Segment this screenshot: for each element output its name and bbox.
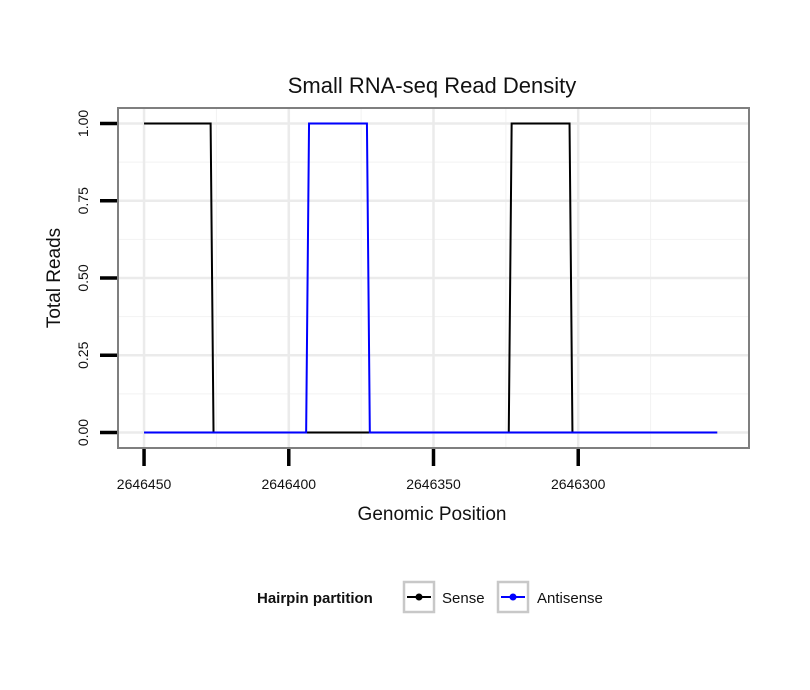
- y-tick-label: 0.75: [75, 187, 91, 214]
- y-axis-label: Total Reads: [44, 228, 65, 328]
- x-axis-label: Genomic Position: [358, 504, 507, 525]
- chart-title: Small RNA-seq Read Density: [288, 73, 577, 98]
- x-tick-label: 2646400: [262, 476, 317, 492]
- y-tick-label: 0.50: [75, 264, 91, 291]
- x-tick-label: 2646300: [551, 476, 606, 492]
- legend-point-antisense: [509, 593, 517, 601]
- series-line-antisense: [144, 122, 718, 434]
- plot-border: [117, 107, 750, 449]
- legend-label-sense: Sense: [442, 590, 485, 607]
- x-axis: 2646450 2646400 2646350 2646300: [117, 449, 606, 492]
- y-tick-label: 0.25: [75, 341, 91, 368]
- series-line-sense: [144, 122, 718, 434]
- y-tick-label: 1.00: [75, 110, 91, 137]
- legend: Hairpin partition Sense Antisense: [257, 580, 603, 614]
- x-tick-label: 2646450: [117, 476, 172, 492]
- y-axis: 0.00 0.25 0.50 0.75 1.00: [75, 110, 117, 446]
- legend-item-antisense[interactable]: Antisense: [496, 580, 603, 614]
- legend-item-sense[interactable]: Sense: [402, 580, 485, 614]
- legend-label-antisense: Antisense: [537, 590, 603, 607]
- legend-point-sense: [415, 593, 423, 601]
- x-tick-label: 2646350: [406, 476, 461, 492]
- legend-title: Hairpin partition: [257, 590, 373, 607]
- series-layer: [144, 122, 718, 434]
- grid: [118, 108, 749, 448]
- y-tick-label: 0.00: [75, 419, 91, 446]
